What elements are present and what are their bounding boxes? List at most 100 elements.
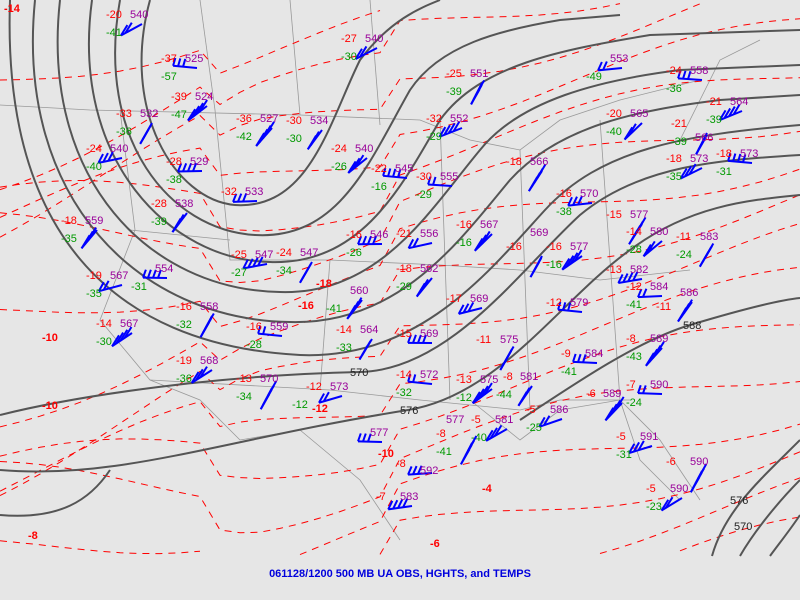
isotherm-line bbox=[0, 381, 800, 534]
station-plot: -18 562 -29 bbox=[396, 263, 438, 298]
height-contour bbox=[8, 0, 800, 357]
height-value: 567 bbox=[480, 219, 498, 231]
dewpoint-value: -32 bbox=[396, 387, 412, 399]
temperature-value: -14 bbox=[336, 324, 352, 336]
station-plot: -16 570 -38 bbox=[556, 188, 598, 218]
temperature-value: -18 bbox=[61, 215, 77, 227]
dewpoint-value: -23 bbox=[646, 501, 662, 513]
station-plot: -27 540 -30 bbox=[341, 33, 383, 63]
wind-barb-icon bbox=[474, 230, 493, 252]
dewpoint-value: -41 bbox=[106, 27, 122, 39]
height-value: 575 bbox=[500, 334, 518, 346]
wind-barb-icon bbox=[358, 338, 373, 361]
wind-barb-icon bbox=[172, 57, 198, 69]
dewpoint-value: -42 bbox=[236, 131, 252, 143]
wind-barb-icon bbox=[387, 498, 413, 511]
isotherm-line bbox=[0, 266, 800, 492]
station-plot: -13 582 bbox=[606, 264, 648, 285]
station-plot: -13 575 -12 bbox=[456, 374, 498, 405]
wind-barb-icon bbox=[499, 346, 515, 371]
station-plot: -8 581 -44 bbox=[496, 371, 538, 407]
wind-barb-icon bbox=[642, 240, 663, 258]
dewpoint-value: -40 bbox=[86, 161, 102, 173]
station-plot: -16 558 -32 bbox=[176, 301, 218, 338]
station-plot: -18 573 -31 bbox=[716, 148, 758, 178]
wind-barb-icon bbox=[528, 163, 547, 192]
dewpoint-value: -43 bbox=[626, 351, 642, 363]
wind-barb-icon bbox=[695, 132, 708, 155]
height-contour bbox=[114, 0, 621, 237]
station-plot: -7 583 bbox=[376, 491, 418, 511]
height-value: 580 bbox=[650, 226, 668, 238]
station-plot: -18 573 -35 bbox=[666, 153, 708, 183]
height-contour bbox=[0, 469, 111, 517]
wind-barb-icon bbox=[346, 297, 363, 320]
dewpoint-value: -34 bbox=[236, 391, 252, 403]
dewpoint-value: -35 bbox=[666, 171, 682, 183]
height-value: 566 bbox=[695, 132, 713, 144]
isotherm-label: -16 bbox=[298, 300, 314, 312]
temperature-value: -13 bbox=[606, 264, 622, 276]
temperature-value: -13 bbox=[236, 373, 252, 385]
height-value: 577 bbox=[570, 241, 588, 253]
wind-barb-icon bbox=[306, 129, 323, 150]
wind-barb-icon bbox=[460, 435, 478, 465]
height-value: 546 bbox=[370, 229, 388, 241]
wind-barb-icon bbox=[407, 237, 433, 250]
temperature-value: -18 bbox=[666, 153, 682, 165]
wind-barb-icon bbox=[538, 415, 563, 428]
height-value: 525 bbox=[185, 53, 203, 65]
wind-barb-icon bbox=[299, 261, 313, 284]
isotherm-label: -4 bbox=[482, 483, 493, 495]
dewpoint-value: -12 bbox=[292, 399, 308, 411]
border-line bbox=[199, 0, 216, 111]
height-contour bbox=[56, 0, 800, 294]
height-value: 570 bbox=[260, 373, 278, 385]
station-plot: -30 555 -29 bbox=[416, 171, 458, 201]
isotherm-label: -12 bbox=[312, 403, 328, 415]
contour-label: 576 bbox=[400, 405, 418, 417]
height-value: 568 bbox=[200, 355, 218, 367]
height-value: 591 bbox=[640, 431, 658, 443]
dewpoint-value: -31 bbox=[131, 281, 147, 293]
dewpoint-value: -41 bbox=[626, 299, 642, 311]
contour-label: 588 bbox=[683, 320, 701, 332]
dewpoint-value: -40 bbox=[606, 126, 622, 138]
station-plot: -5 591 -31 bbox=[616, 431, 658, 461]
station-plot: -24 540 -40 bbox=[86, 143, 128, 173]
wind-barb-icon bbox=[232, 193, 258, 203]
station-plot: -12 573 -12 bbox=[292, 381, 348, 411]
height-value: 581 bbox=[495, 414, 513, 426]
station-plot: 554 -31 bbox=[131, 263, 173, 293]
isotherm-line bbox=[0, 222, 800, 497]
height-value: 589 bbox=[650, 333, 668, 345]
height-contour bbox=[31, 0, 800, 324]
dewpoint-value: -30 bbox=[96, 336, 112, 348]
wind-barb-icon bbox=[382, 167, 408, 179]
contour-label: 576 bbox=[730, 495, 748, 507]
temperature-value: -32 bbox=[221, 186, 237, 198]
temperature-value: -28 bbox=[151, 198, 167, 210]
height-contour bbox=[0, 194, 800, 473]
temperature-value: -5 bbox=[471, 414, 481, 426]
wind-barb-icon bbox=[199, 312, 215, 338]
station-plot: -20 540 -41 bbox=[106, 9, 148, 39]
dewpoint-value: -34 bbox=[276, 265, 292, 277]
height-value: 540 bbox=[110, 143, 128, 155]
station-plot: 553 -49 bbox=[586, 53, 628, 83]
station-plot: -8 589 -43 bbox=[626, 333, 668, 367]
height-value: 553 bbox=[610, 53, 628, 65]
dewpoint-value: -26 bbox=[346, 247, 362, 259]
temperature-value: -11 bbox=[656, 301, 671, 313]
station-plot: -28 538 -39 bbox=[151, 198, 193, 233]
dewpoint-value: -29 bbox=[396, 281, 412, 293]
dewpoint-value: -16 bbox=[456, 237, 472, 249]
isotherm-line bbox=[0, 10, 381, 81]
height-value: 558 bbox=[690, 65, 708, 77]
wind-barb-icon bbox=[407, 465, 433, 476]
station-plot: -18 559 -35 bbox=[61, 215, 103, 250]
dewpoint-value: -41 bbox=[561, 366, 577, 378]
height-value: 559 bbox=[85, 215, 103, 227]
wind-barb-icon bbox=[80, 227, 98, 250]
